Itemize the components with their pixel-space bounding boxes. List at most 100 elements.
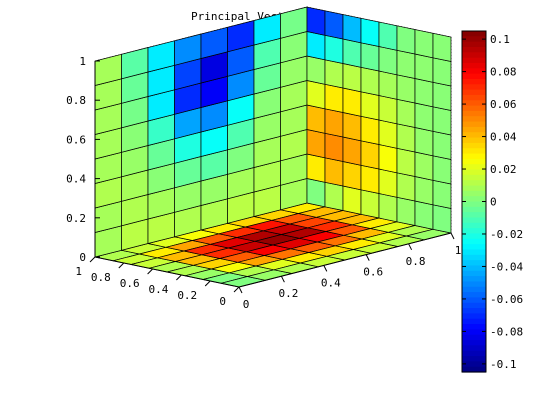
colorbar-band — [462, 324, 486, 330]
colorbar-band — [462, 366, 486, 373]
z-tick-label: 0.6 — [66, 133, 86, 146]
colorbar-band — [462, 270, 486, 277]
colorbar-band — [462, 94, 486, 101]
colorbar-band — [462, 212, 486, 219]
colorbar-band — [462, 41, 486, 48]
colorbar-band — [462, 222, 486, 229]
side-wall-cell — [306, 129, 326, 159]
side-wall-cell — [324, 34, 344, 64]
colorbar-band — [462, 142, 486, 149]
colorbar-band — [462, 228, 486, 235]
colorbar-ticks: 0.1 0.08 0.06 0.04 0.02 0 -0.02 -0.04 -0.06 -0.08… — [462, 33, 523, 371]
side-wall-cell — [414, 127, 434, 157]
x-tick-label: 0.6 — [363, 266, 383, 279]
side-wall-cell — [306, 153, 326, 183]
colorbar-band — [462, 174, 486, 181]
side-wall-cell — [378, 119, 398, 149]
side-wall-cell — [360, 164, 380, 194]
slice-floor — [94, 202, 452, 288]
side-wall-cell — [378, 70, 398, 100]
x-tick-mark — [238, 286, 243, 294]
colorbar-band — [462, 302, 486, 309]
y-tick-label: 1 — [75, 265, 82, 278]
axis-line-0 — [238, 232, 452, 288]
slice-back-wall — [94, 6, 308, 258]
colorbar-band — [462, 238, 486, 245]
colorbar-band — [462, 308, 486, 314]
x-tick-label: 0.2 — [278, 287, 298, 300]
colorbar-band — [462, 31, 486, 37]
colorbar-band — [462, 89, 486, 96]
colorbar-band — [462, 345, 486, 352]
y-tick-mark — [176, 274, 182, 281]
axis-line-1 — [94, 256, 240, 288]
y-tick-mark — [204, 280, 211, 287]
x-tick-label: 0.4 — [321, 276, 341, 289]
side-wall-cell — [342, 14, 362, 44]
colorbar-band — [462, 57, 486, 64]
side-wall-cell — [396, 147, 416, 177]
z-tick-label: 0 — [79, 251, 86, 264]
side-wall-cell — [360, 115, 380, 145]
x-tick-mark — [280, 275, 285, 283]
side-wall-cell — [432, 32, 452, 62]
colorbar-band — [462, 116, 486, 123]
x-tick-label: 0.8 — [406, 255, 426, 268]
colorbar-band — [462, 62, 486, 69]
colorbar-band — [462, 356, 486, 362]
colorbar-band — [462, 137, 486, 144]
y-tick-mark — [89, 256, 96, 263]
side-wall-cell — [414, 151, 434, 181]
colorbar-tick-label: 0.06 — [490, 98, 517, 111]
side-wall-cell — [414, 78, 434, 108]
colorbar-band — [462, 84, 486, 91]
side-wall-cell — [360, 17, 380, 47]
colorbar-band — [462, 105, 486, 112]
y-tick-mark — [118, 262, 125, 269]
y-tick-label: 0.4 — [149, 283, 169, 296]
side-wall-cell — [432, 106, 452, 136]
colorbar-tick-label: 0.1 — [490, 33, 510, 46]
colorbar-tick-label: -0.04 — [490, 260, 523, 273]
colorbar-band — [462, 78, 486, 85]
colorbar-band — [462, 340, 486, 346]
colorbar-band — [462, 46, 486, 53]
side-wall-cell — [396, 196, 416, 226]
colorbar-band — [462, 281, 486, 288]
z-tick-label: 1 — [79, 55, 86, 68]
colorbar-band — [462, 153, 486, 160]
colorbar-tick-label: -0.1 — [490, 358, 517, 371]
side-wall-cell — [414, 53, 434, 83]
z-tick-label: 0.2 — [66, 212, 86, 225]
side-wall-cell — [342, 136, 362, 166]
side-wall-cell — [360, 140, 380, 170]
side-wall-cell — [324, 157, 344, 187]
x-tick-mark — [323, 265, 328, 272]
colorbar-band — [462, 190, 486, 197]
side-wall-cell — [414, 29, 434, 59]
slice-side-wall — [306, 6, 452, 234]
colorbar-band — [462, 276, 486, 283]
y-tick-label: 0.2 — [177, 289, 197, 302]
colorbar-tick-label: -0.08 — [490, 325, 523, 338]
side-wall-cell — [432, 81, 452, 111]
z-tick-label: 0.4 — [66, 173, 86, 186]
y-axis-ticks: 0 0.2 0.4 0.6 0.8 1 — [75, 256, 240, 308]
colorbar-gradient — [462, 31, 486, 373]
colorbar-band — [462, 292, 486, 299]
side-wall-cell — [414, 200, 434, 230]
colorbar-band — [462, 121, 486, 128]
colorbar-band — [462, 329, 486, 336]
colorbar-band — [462, 286, 486, 293]
side-wall-cell — [378, 193, 398, 223]
side-wall-cell — [306, 31, 326, 61]
side-wall-cell — [360, 42, 380, 72]
colorbar-band — [462, 297, 486, 304]
side-wall-cell — [432, 57, 452, 87]
side-wall-cell — [342, 38, 362, 68]
colorbar-band — [462, 217, 486, 224]
x-axis-ticks: 0 0.2 0.4 0.6 0.8 1 — [238, 232, 461, 311]
side-wall-cell — [396, 98, 416, 128]
colorbar-tick-label: 0.04 — [490, 131, 517, 144]
